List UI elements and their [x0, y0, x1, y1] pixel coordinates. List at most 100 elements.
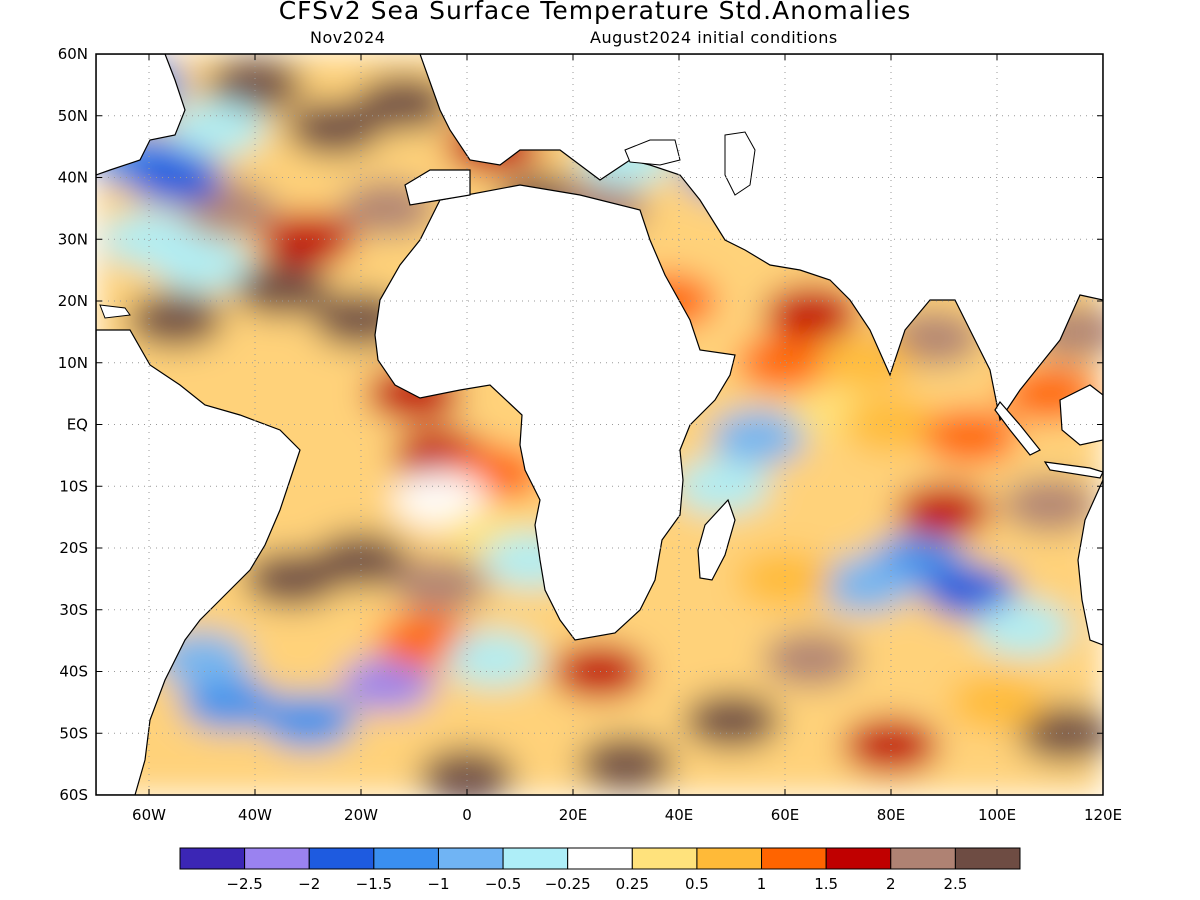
south-america-land	[96, 329, 301, 795]
lat-tick-label: 10S	[59, 477, 88, 495]
colorbar-label: −0.25	[545, 875, 591, 893]
colorbar-label: 1.5	[814, 875, 838, 893]
colorbar-label: 2	[886, 875, 896, 893]
colorbar-label: −0.5	[485, 875, 521, 893]
lon-tick-label: 80E	[877, 806, 906, 824]
anomaly-cell	[763, 285, 860, 342]
map-title: CFSv2 Sea Surface Temperature Std.Anomal…	[278, 0, 912, 25]
anomaly-cell	[578, 736, 674, 793]
anomaly-cell	[260, 211, 356, 268]
lat-tick-label: 40S	[59, 663, 88, 681]
lon-tick-label: 60W	[132, 806, 166, 824]
anomaly-cell	[843, 717, 939, 774]
anomaly-cell	[843, 396, 939, 453]
anomaly-cell	[286, 100, 383, 157]
lat-tick-label: 10N	[58, 354, 88, 372]
lon-tick-label: 40W	[238, 806, 272, 824]
anomaly-cell	[392, 470, 489, 527]
colorbar-swatch	[890, 847, 956, 870]
sumatra-land	[994, 400, 1041, 456]
iberia-land	[404, 169, 471, 206]
colorbar-label: −2	[298, 875, 320, 893]
anomaly-cell	[339, 655, 436, 712]
lat-tick-label: 30S	[59, 601, 88, 619]
lat-tick-label: 50S	[59, 724, 88, 742]
anomaly-cell	[922, 408, 1019, 465]
anomaly-cell	[445, 631, 542, 688]
lat-tick-label: 30N	[58, 230, 88, 248]
colorbar-label: 0.25	[616, 875, 649, 893]
australia-land	[1077, 479, 1103, 646]
anomaly-cell	[244, 550, 341, 607]
north-america-land	[96, 54, 186, 176]
colorbar-swatch	[437, 847, 504, 870]
lon-tick-label: 0	[462, 806, 472, 824]
axis-ticks: 60N 50N 40N 30N 20N 10N EQ 10S 20S 30S 40S 50S 60S 60…	[58, 45, 1122, 824]
africa-land	[374, 184, 736, 641]
lat-tick-label: 50N	[58, 107, 88, 125]
anomaly-cell	[922, 563, 1019, 620]
anomaly-cell	[763, 631, 860, 688]
anomaly-cell	[896, 482, 992, 539]
colorbar-label: −1	[427, 875, 449, 893]
anomaly-cell	[169, 100, 266, 157]
anomaly-cell	[233, 260, 330, 317]
colorbar-swatch	[502, 847, 569, 870]
lat-tick-label: EQ	[67, 416, 88, 434]
lat-tick-label: 60N	[58, 45, 88, 63]
anomaly-cell	[154, 235, 250, 292]
anomaly-cell	[551, 643, 648, 700]
anomaly-cell	[127, 149, 224, 206]
java-land	[1043, 461, 1103, 479]
colorbar-swatch	[373, 847, 439, 870]
colorbar-swatch	[567, 847, 633, 870]
forecast-month: Nov2024	[310, 28, 386, 47]
colorbar-swatch	[954, 847, 1021, 870]
lon-tick-label: 40E	[665, 806, 694, 824]
anomaly-cell	[127, 291, 224, 348]
initial-conditions: August2024 initial conditions	[590, 28, 838, 47]
colorbar-swatch	[308, 847, 375, 870]
colorbar-label: 0.5	[685, 875, 709, 893]
lat-tick-label: 60S	[59, 786, 88, 804]
lon-tick-label: 100E	[978, 806, 1016, 824]
colorbar-swatch	[631, 847, 698, 870]
anomaly-cell	[975, 600, 1072, 657]
caribbean-land	[99, 304, 131, 319]
anomaly-cell	[737, 550, 833, 607]
lat-tick-label: 40N	[58, 169, 88, 187]
colorbar-swatch	[244, 847, 310, 870]
black-sea-outline	[624, 139, 681, 166]
anomaly-cell	[710, 408, 807, 465]
anomaly-cell	[392, 557, 489, 614]
colorbar-swatch	[179, 847, 246, 870]
lat-tick-label: 20N	[58, 292, 88, 310]
anomaly-cell	[419, 748, 515, 795]
anomaly-cell	[673, 458, 770, 515]
borneo-land	[1059, 384, 1103, 446]
anomaly-cell	[355, 75, 452, 132]
colorbar-label: 2.5	[943, 875, 967, 893]
anomaly-cell	[1002, 476, 1098, 533]
colorbar-swatch	[761, 847, 827, 870]
madagascar-land	[697, 498, 736, 581]
colorbar-label: −2.5	[226, 875, 262, 893]
lon-tick-label: 20E	[559, 806, 588, 824]
lon-tick-label: 120E	[1084, 806, 1122, 824]
anomaly-cell	[737, 334, 833, 391]
anomaly-cell	[684, 692, 780, 749]
lon-tick-label: 60E	[771, 806, 800, 824]
colorbar-swatch	[696, 847, 763, 870]
colorbar: −2.5 −2 −1.5 −1 −0.5 −0.25 0.25 0.5 1 1.5 2 2.5	[179, 847, 1021, 893]
anomaly-cell	[1017, 705, 1103, 762]
lon-tick-label: 20W	[344, 806, 378, 824]
anomaly-cell	[816, 557, 913, 614]
eurasia-land	[419, 54, 1103, 422]
colorbar-label: −1.5	[356, 875, 392, 893]
anomaly-cell	[180, 674, 277, 731]
colorbar-label: 1	[757, 875, 767, 893]
lat-tick-label: 20S	[59, 539, 88, 557]
anomaly-cell	[260, 692, 356, 749]
colorbar-swatch	[825, 847, 892, 870]
